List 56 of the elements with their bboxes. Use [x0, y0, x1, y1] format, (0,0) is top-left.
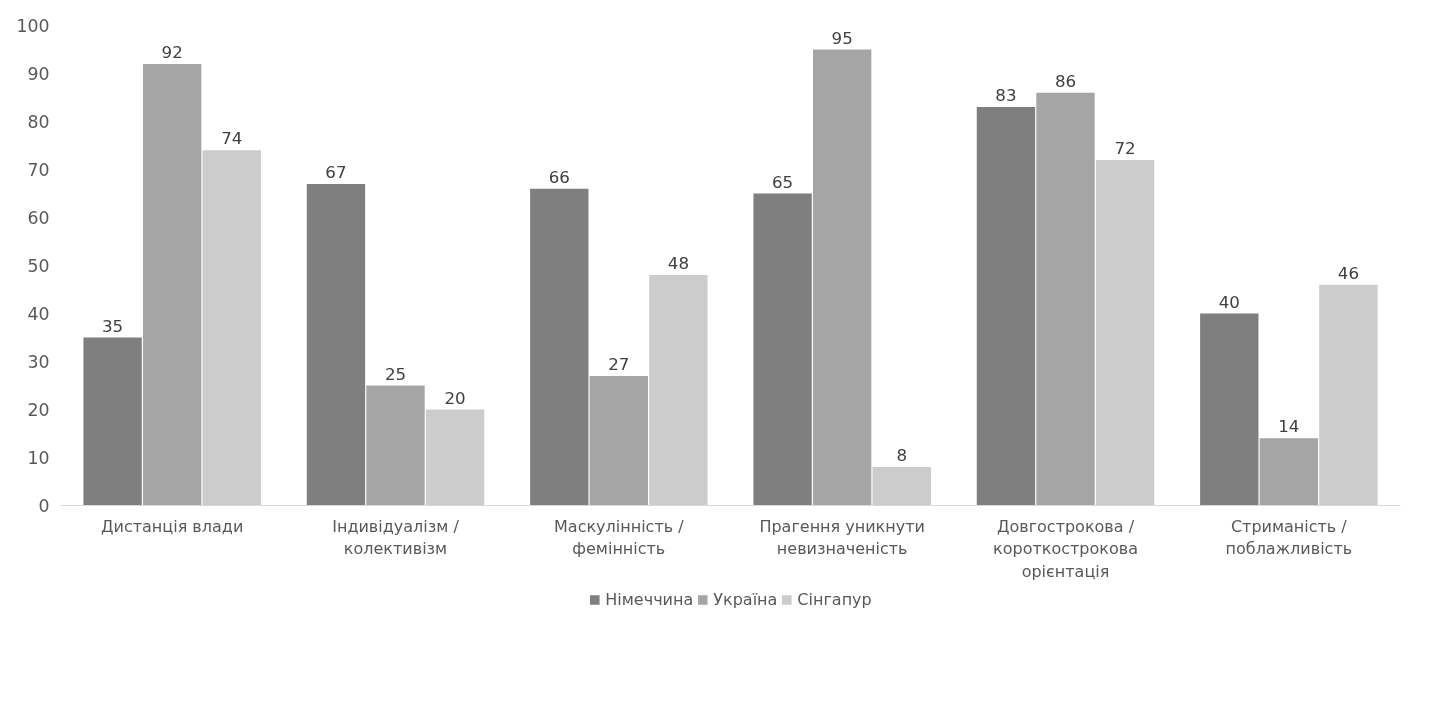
data-label: 35	[102, 316, 124, 336]
y-tick-label: 70	[27, 160, 50, 180]
bar	[306, 183, 366, 506]
y-tick-label: 60	[27, 208, 50, 228]
y-tick-label: 90	[27, 64, 50, 84]
bar	[872, 467, 931, 506]
x-tick-label: Маскулінність / фемінність	[554, 516, 685, 559]
legend-label: Сінгапур	[797, 589, 872, 609]
bar	[589, 375, 649, 506]
legend-label: Україна	[713, 589, 778, 609]
bar	[649, 275, 708, 506]
x-tick-label: Довгострокова / короткострокова орієнтація	[993, 516, 1138, 582]
legend-label: Німеччина	[605, 589, 694, 609]
y-tick-label: 40	[27, 304, 50, 324]
y-tick-label: 100	[16, 16, 50, 36]
y-tick-label: 10	[27, 448, 50, 468]
x-tick-label: Прагення уникнути невизначеність	[759, 516, 925, 559]
data-label: 14	[1278, 417, 1300, 437]
x-tick-label: Дистанція влади	[101, 516, 244, 536]
y-tick-label: 0	[38, 496, 50, 516]
data-label: 83	[995, 86, 1017, 106]
data-label: 25	[384, 364, 407, 384]
y-tick-label: 80	[27, 112, 50, 132]
data-label: 65	[772, 172, 794, 192]
data-label: 67	[325, 162, 347, 182]
data-label: 8	[896, 446, 908, 466]
bar	[1319, 284, 1378, 506]
bar	[976, 107, 1036, 506]
data-label: 66	[548, 167, 570, 187]
x-tick-label: Індивідуалізм / колективізм	[332, 516, 460, 559]
data-label: 72	[1114, 138, 1136, 158]
data-label: 20	[444, 388, 466, 408]
bar	[1036, 92, 1095, 506]
data-label: 74	[221, 129, 243, 149]
bar	[753, 193, 812, 506]
data-label: 46	[1337, 263, 1359, 283]
bar	[530, 188, 589, 506]
data-label: 27	[608, 354, 630, 374]
bar	[202, 150, 261, 506]
y-tick-label: 50	[27, 256, 50, 276]
bar	[83, 337, 142, 506]
y-tick-label: 20	[27, 400, 50, 420]
data-label: 95	[831, 28, 853, 48]
bar	[366, 385, 425, 506]
bar	[1200, 313, 1259, 506]
data-label: 40	[1218, 292, 1240, 312]
data-label: 92	[161, 42, 183, 62]
data-label: 48	[667, 254, 689, 274]
bar	[425, 409, 485, 506]
bar	[1095, 159, 1155, 506]
y-tick-label: 30	[27, 352, 50, 372]
data-label: 86	[1054, 71, 1077, 91]
x-tick-label: Стриманість / поблажливість	[1225, 516, 1353, 559]
bar	[812, 49, 872, 506]
bar	[1259, 438, 1319, 506]
bar	[142, 63, 202, 506]
